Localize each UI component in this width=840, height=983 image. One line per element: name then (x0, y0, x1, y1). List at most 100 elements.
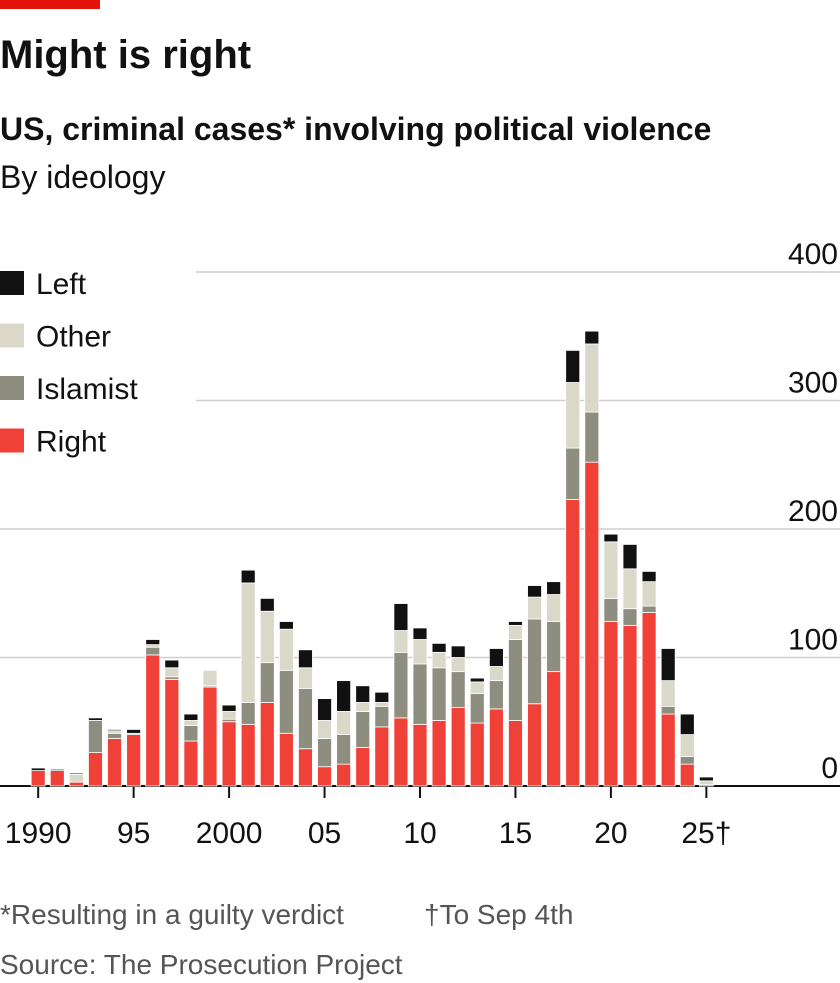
x-tick-label: 2000 (196, 817, 263, 850)
bar-segment (145, 646, 161, 656)
bar-segment (698, 776, 714, 782)
bar-segment (355, 711, 371, 748)
bar-segment (469, 722, 485, 787)
bar-segment (49, 770, 65, 787)
x-tick-label: 1990 (5, 817, 72, 850)
bar-segment (126, 734, 142, 787)
bar-segment (374, 705, 390, 728)
bar-segment (431, 720, 447, 787)
bar-segment (298, 748, 313, 787)
bar-segment (603, 533, 619, 543)
bar-segment (88, 752, 103, 787)
bar-segment (450, 657, 466, 673)
bar-segment (603, 541, 619, 599)
bar-segment (450, 671, 466, 709)
bar-segment (202, 669, 218, 687)
bar-segment (431, 651, 447, 669)
bar-segment (164, 678, 180, 787)
bar-segment (355, 685, 371, 703)
bar-segment (450, 707, 466, 787)
bar-segment (298, 687, 313, 750)
source: Source: The Prosecution Project (0, 949, 403, 980)
bar-segment (527, 703, 542, 787)
legend-swatch (0, 271, 24, 295)
bar-segment (603, 621, 619, 787)
bar-segment (107, 729, 122, 732)
bar-segment (317, 738, 332, 768)
bar-segment (298, 649, 313, 669)
bar-segment (259, 662, 275, 703)
bar-segment (508, 639, 523, 721)
x-tick-label: 15 (499, 817, 532, 850)
legend-swatch (0, 323, 24, 348)
bar-segment (565, 382, 581, 449)
bar-segment (565, 499, 581, 787)
bar-segment (393, 603, 409, 631)
bar-segment (679, 756, 695, 765)
y-tick-label: 400 (788, 238, 838, 271)
bar-segment (374, 691, 390, 703)
bar-segment (317, 698, 332, 721)
bar-segment (603, 597, 619, 622)
brand-bar (0, 0, 100, 9)
bar-segment (508, 621, 523, 626)
bar-segment (698, 780, 714, 786)
bar-segment (508, 720, 523, 787)
bar-segment (622, 568, 638, 610)
bar-segment (584, 411, 600, 463)
bar-segment (412, 627, 428, 640)
x-tick-label: 10 (403, 817, 436, 850)
bar-segment (393, 630, 409, 653)
bar-segment (641, 571, 657, 583)
bar-segment (412, 663, 428, 725)
bar-segment (336, 763, 352, 787)
bar-segment (469, 693, 485, 724)
bar-segment (641, 605, 657, 613)
legend-label: Other (36, 321, 111, 354)
bar-segment (202, 686, 218, 787)
bar-segment (240, 569, 256, 584)
y-tick-label: 0 (821, 752, 838, 785)
bar-segment (508, 624, 523, 640)
bar-segment (565, 349, 581, 383)
bar-segment (527, 596, 542, 620)
bar-segment (450, 645, 466, 658)
bar-segment (660, 705, 676, 715)
bar-segment (412, 723, 428, 787)
legend-swatch (0, 428, 24, 453)
bar-segment (374, 726, 390, 787)
bar-segment (336, 680, 352, 712)
bar-segment (488, 666, 504, 682)
bar-segment (145, 654, 161, 787)
bar-segment (412, 639, 428, 665)
bar-segment (49, 768, 65, 771)
chart-title: Might is right (0, 33, 251, 77)
chart-subtitle: By ideology (0, 159, 165, 195)
x-tick-label: 95 (117, 817, 150, 850)
bar-segment (546, 581, 562, 595)
bar-segment (240, 702, 256, 725)
bar-segment (393, 717, 409, 787)
bar-segment (488, 708, 504, 787)
bar-segment (278, 621, 294, 630)
y-tick-label: 200 (788, 495, 838, 528)
bar-segment (68, 774, 84, 783)
bar-segment (164, 667, 180, 678)
bar-segment (546, 671, 562, 787)
bar-segment (30, 767, 46, 771)
bar-segment (679, 713, 695, 735)
bar-segment (221, 704, 237, 712)
bar-segment (488, 680, 504, 710)
bar-segment (584, 461, 600, 787)
bar-segment (660, 680, 676, 707)
bar-segment (374, 702, 390, 707)
y-tick-label: 300 (788, 367, 838, 400)
bar-segment (546, 594, 562, 622)
bar-segment (584, 330, 600, 345)
bar-segment (317, 720, 332, 739)
bar-segment (488, 648, 504, 667)
legend-label: Right (36, 426, 107, 459)
y-tick-label: 100 (788, 624, 838, 657)
bar-segment (527, 618, 542, 705)
x-tick-label: 05 (308, 817, 341, 850)
